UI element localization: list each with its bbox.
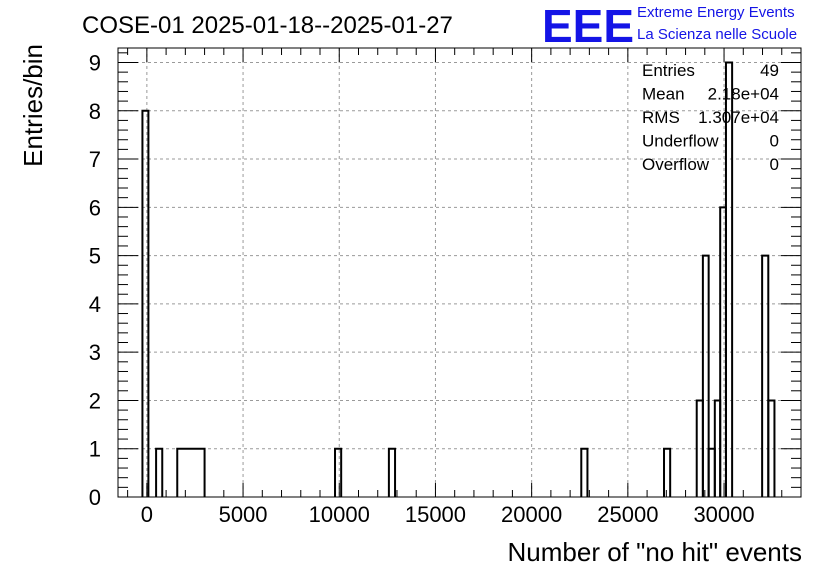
histogram-bin	[663, 447, 672, 497]
x-tick-labels: 0 5000 10000 15000 20000 25000 30000	[141, 502, 755, 527]
axis-ticks	[118, 48, 801, 498]
stats-label: Mean	[642, 85, 685, 104]
histogram-bars	[141, 61, 776, 497]
y-tick-label: 6	[89, 195, 101, 220]
stats-value: 0	[770, 155, 779, 174]
y-tick-labels: 0 1 2 3 4 5 6 7 8 9	[89, 50, 101, 510]
y-tick-label: 3	[89, 340, 101, 365]
y-tick-label: 8	[89, 99, 101, 124]
x-axis-label: Number of "no hit" events	[508, 537, 803, 567]
x-tick-label: 10000	[309, 502, 370, 527]
y-tick-label: 2	[89, 388, 101, 413]
eee-logo: EEE Extreme Energy Events La Scienza nel…	[542, 0, 797, 52]
y-tick-label: 0	[89, 485, 101, 510]
stats-value: 49	[760, 61, 779, 80]
x-tick-label: 5000	[219, 502, 268, 527]
histogram-bin	[387, 447, 397, 497]
x-tick-label: 30000	[693, 502, 754, 527]
stats-value: 0	[770, 132, 779, 151]
y-tick-label: 7	[89, 147, 101, 172]
logo-line-2: La Scienza nelle Scuole	[637, 26, 797, 43]
x-tick-label: 25000	[597, 502, 658, 527]
plot-frame	[117, 47, 802, 498]
histogram-bin	[701, 254, 710, 497]
y-tick-label: 4	[89, 292, 101, 317]
logo-line-1: Extreme Energy Events	[637, 4, 795, 21]
histogram-bin	[176, 447, 206, 497]
histogram-bin	[580, 447, 589, 497]
x-tick-label: 0	[141, 502, 153, 527]
stats-label: Overflow	[642, 155, 710, 174]
y-tick-label: 5	[89, 244, 101, 269]
y-axis-label: Entries/bin	[18, 44, 48, 167]
histogram-bin	[141, 109, 150, 497]
chart-title: COSE-01 2025-01-18--2025-01-27	[82, 12, 453, 39]
x-tick-label: 20000	[501, 502, 562, 527]
stats-value: 1.307e+04	[698, 108, 779, 127]
histogram-bin	[724, 61, 734, 497]
histogram-bin	[761, 254, 770, 497]
histogram-bin	[767, 399, 776, 497]
histogram-bin	[334, 447, 343, 497]
logo-mark: EEE	[542, 0, 634, 52]
stats-label: Entries	[642, 61, 695, 80]
y-tick-label: 1	[89, 437, 101, 462]
stats-label: Underflow	[642, 132, 719, 151]
y-tick-label: 9	[89, 50, 101, 75]
x-tick-label: 15000	[405, 502, 466, 527]
stats-value: 2.18e+04	[708, 85, 779, 104]
stats-box: Entries 49 Mean 2.18e+04 RMS 1.307e+04 Underfl…	[642, 61, 779, 174]
grid-lines	[118, 48, 801, 497]
histogram-bin	[155, 447, 164, 497]
stats-label: RMS	[642, 108, 680, 127]
